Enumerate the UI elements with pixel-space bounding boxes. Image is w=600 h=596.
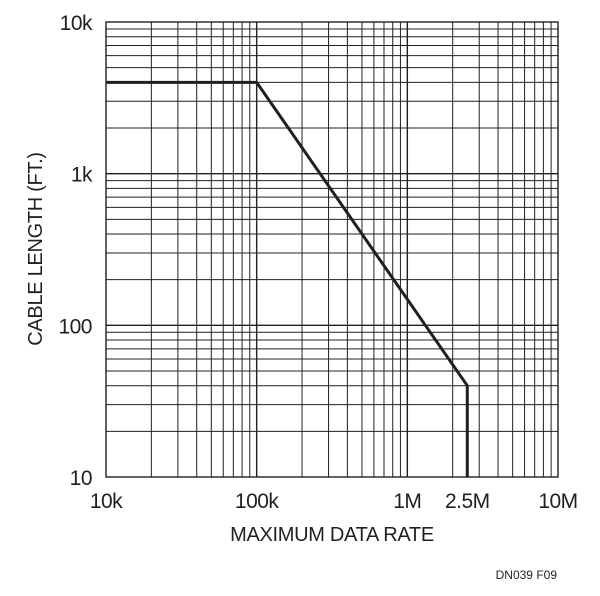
y-tick-label: 10 [70,467,92,490]
plot-frame [105,21,559,478]
series-line [106,80,469,477]
y-tick-label: 100 [58,315,92,338]
grid [106,22,558,477]
x-tick-label: 100k [235,490,280,513]
x-tick-label: 10M [538,490,577,513]
y-tick-label: 1k [71,164,93,187]
y-tick-label: 10k [60,12,93,35]
x-tick-label: 2.5M [445,490,490,513]
tick-labels: 10k 100k 1M 2.5M 10M 10 100 1k 10k [58,12,578,513]
figure-id: DN039 F09 [496,568,558,582]
series-layer [106,80,469,477]
x-tick-label: 10k [90,490,123,513]
y-axis-title: CABLE LENGTH (FT.) [25,152,47,346]
x-tick-label: 1M [393,490,421,513]
x-axis-title: MAXIMUM DATA RATE [230,524,434,546]
